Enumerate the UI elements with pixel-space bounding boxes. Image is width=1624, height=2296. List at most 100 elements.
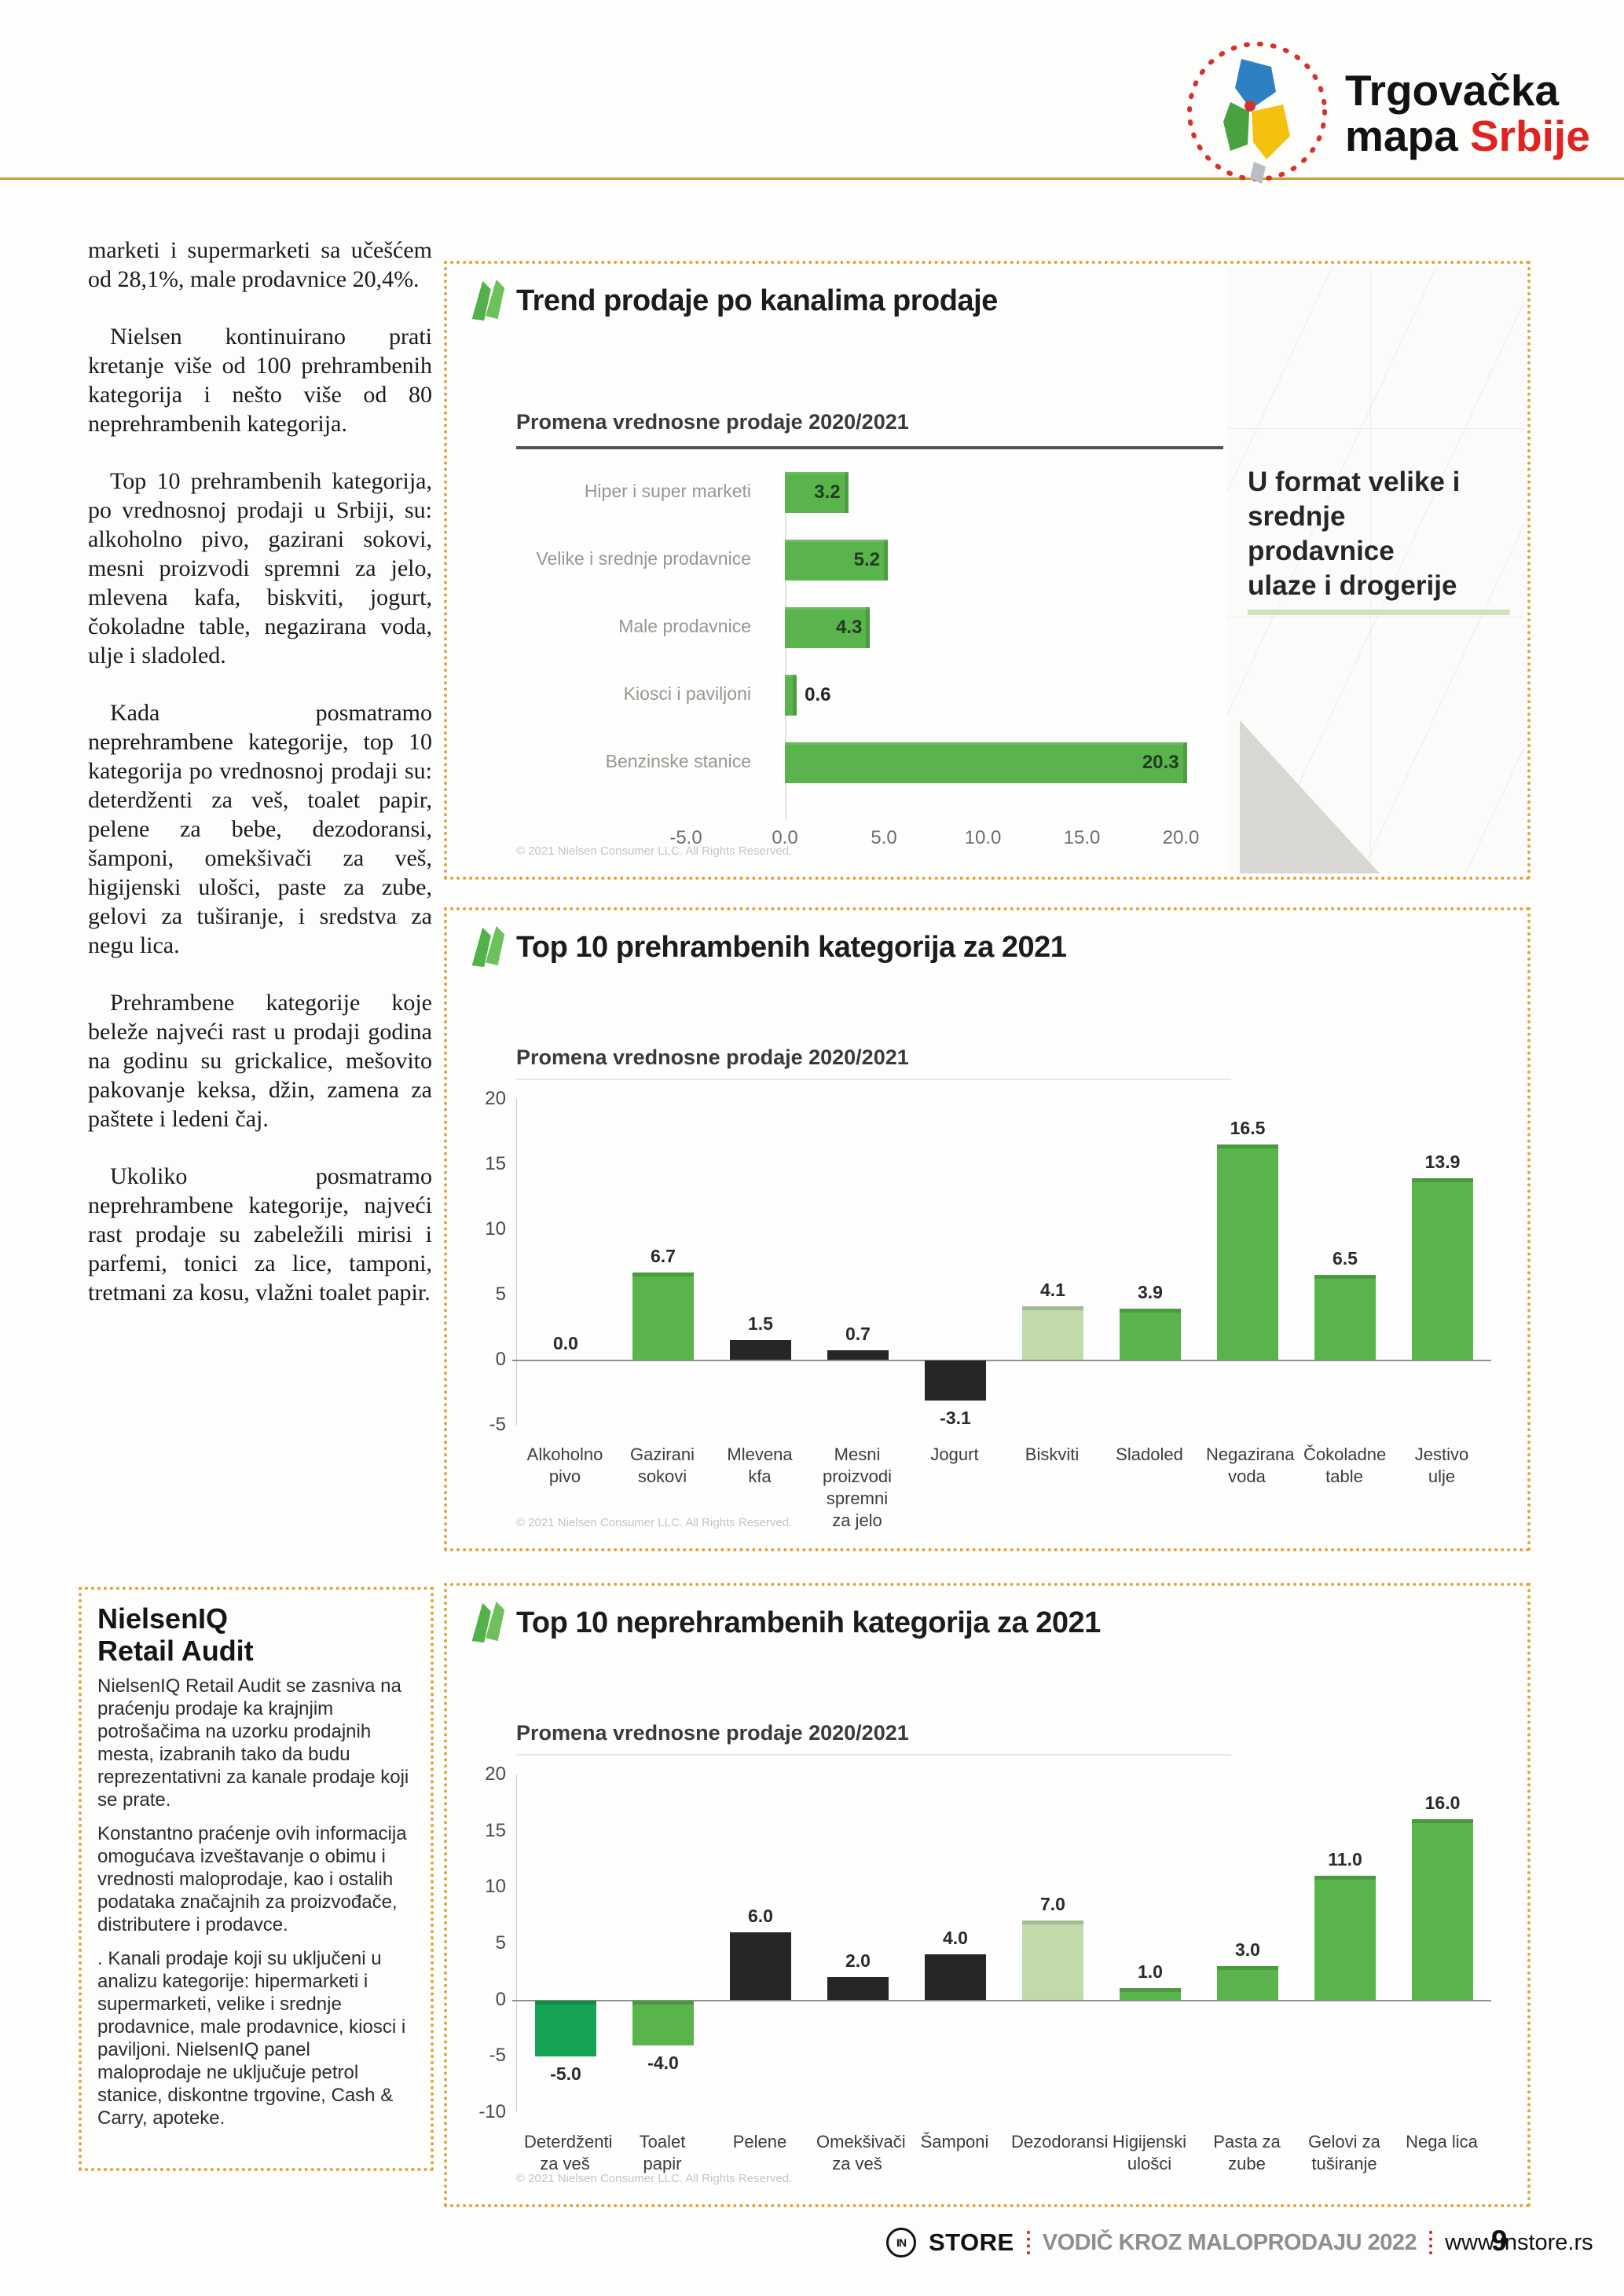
vbar <box>1022 1305 1083 1360</box>
vbar <box>632 2000 694 2045</box>
vbar-category-label: Omekšivači za veš <box>816 2132 906 2173</box>
niq-box-title: NielsenIQ Retail Audit <box>97 1602 415 1667</box>
callout-underline <box>1248 610 1510 615</box>
vbar-category-label: Dezodoransi <box>1011 2132 1109 2151</box>
zero-axis-line <box>512 1999 1491 2001</box>
vbar-value-label: 6.5 <box>1333 1248 1358 1269</box>
chart3-category-labels: Deterdženti za veš Toalet papir Pelene Omek… <box>516 2131 1490 2175</box>
serbia-map-icon <box>1223 59 1290 184</box>
chart3-source-note: © 2021 Nielsen Consumer LLC. All Rights … <box>516 2172 793 2185</box>
chart1-plot-area: Hiper i super marketi 3.2 Velike i srednje… <box>516 470 1223 862</box>
chart2-title: Top 10 prehrambenih kategorija za 2021 <box>516 931 1067 964</box>
chart-box-neprehrambene: Top 10 neprehrambenih kategorija za 2021… <box>444 1583 1531 2207</box>
niq-box-paragraph: Konstantno praćenje ovih informacija omo… <box>97 1823 407 1935</box>
vbar-value-label: 16.0 <box>1424 1792 1461 1814</box>
vbar <box>827 1350 889 1360</box>
x-axis-tick: 10.0 <box>964 827 1002 848</box>
vbar-category-label: Pasta za zube <box>1213 2132 1281 2173</box>
vbar-category-label: Šamponi <box>920 2132 989 2151</box>
article-column: marketi i supermarketi sa učešćem od 28,… <box>88 236 432 1335</box>
article-paragraph: marketi i supermarketi sa učešćem od 28,… <box>88 237 432 292</box>
hbar <box>785 742 1187 783</box>
y-axis-tick: 20 <box>485 1088 506 1109</box>
vbar-value-label: 0.7 <box>845 1324 871 1345</box>
chart2-plot-area: 20 15 10 5 0 -5 0.0 6.7 1.5 0.7 -3.1 4.1 3.9 16.5 6.5 1… <box>485 1088 1491 1435</box>
nielseniq-icon <box>471 279 505 321</box>
chart2-subtitle-rule <box>516 1078 1231 1080</box>
article-paragraph: Ukoliko posmatramo neprehrambene kategor… <box>88 1163 432 1305</box>
y-axis-tick: 5 <box>495 1283 506 1305</box>
chart2-subtitle: Promena vrednosne prodaje 2020/2021 <box>516 1045 909 1069</box>
nielseniq-retail-audit-box: NielsenIQ Retail Audit NielsenIQ Retail … <box>79 1587 434 2171</box>
x-axis-tick: -5.0 <box>669 827 702 848</box>
vbar-value-label: 4.1 <box>1040 1279 1065 1300</box>
vbar-value-label: 0.0 <box>553 1333 578 1353</box>
callout-line: srednje <box>1248 501 1346 532</box>
zero-axis-line <box>512 1360 1491 1361</box>
logo-line2-black: mapa <box>1345 112 1470 160</box>
niq-box-title-line1: NielsenIQ <box>97 1602 229 1635</box>
nielseniq-icon <box>471 925 505 968</box>
vbar-category-label: Jogurt <box>930 1445 979 1464</box>
hbar-category-label: Kiosci i paviljoni <box>623 683 751 704</box>
hbar-value-label: 5.2 <box>853 549 881 570</box>
x-axis-tick: 5.0 <box>871 827 897 848</box>
hbar <box>785 675 797 716</box>
vbar-category-label: Deterdženti za veš <box>524 2132 613 2173</box>
chart1-subtitle: Promena vrednosne prodaje 2020/2021 <box>516 410 909 434</box>
vbar-category-label: Mesni proizvodi spremni za jelo <box>822 1445 893 1530</box>
vbar-value-label: 6.7 <box>651 1245 676 1266</box>
article-paragraph: Nielsen kontinuirano prati kretanje više… <box>88 324 432 437</box>
chart2-category-labels: Alkoholno pivo Gazirani sokovi Mlevena kfa… <box>516 1444 1490 1532</box>
y-axis-tick: 10 <box>485 1876 506 1898</box>
footer-website: www.instore.rs <box>1445 2229 1593 2255</box>
hbar <box>785 607 871 648</box>
vbar-value-label: -5.0 <box>550 2063 581 2085</box>
y-axis-tick: 15 <box>485 1153 506 1174</box>
x-axis-tick: 20.0 <box>1162 827 1200 848</box>
chart1-source-note: © 2021 Nielsen Consumer LLC. All Rights … <box>516 844 793 858</box>
vbar <box>1120 1988 1181 2000</box>
chart3-subtitle: Promena vrednosne prodaje 2020/2021 <box>516 1721 909 1745</box>
hbar-category-label: Hiper i super marketi <box>584 481 751 501</box>
vbar-category-label: Gelovi za tuširanje <box>1308 2132 1380 2173</box>
chart3-title: Top 10 neprehrambenih kategorija za 2021 <box>516 1606 1101 1639</box>
vbar-value-label: 11.0 <box>1328 1849 1362 1869</box>
footer-separator <box>1026 2231 1030 2254</box>
panel-gridline <box>1370 267 1371 873</box>
hbar <box>785 540 889 580</box>
y-axis-tick: 5 <box>495 1932 506 1954</box>
logo-line2-red: Srbije <box>1470 112 1590 160</box>
hbar-value-label: 20.3 <box>1142 752 1179 773</box>
niq-box-title-line2: Retail Audit <box>97 1635 254 1667</box>
gray-triangle-decoration <box>1240 720 1380 873</box>
vbar-category-label: Čokoladne table <box>1303 1445 1387 1486</box>
vbar <box>1217 1144 1278 1360</box>
y-axis-tick: 0 <box>495 1349 506 1370</box>
vbar <box>1022 1921 1083 2000</box>
callout-line: U format velike i <box>1248 467 1461 497</box>
vbar-category-label: Gazirani sokovi <box>630 1445 695 1486</box>
hbar-category-label: Male prodavnice <box>618 616 751 636</box>
vbar-value-label: 1.5 <box>748 1313 773 1335</box>
vbar <box>632 1272 694 1360</box>
vbar <box>1120 1309 1181 1360</box>
hbar-value-label: 0.6 <box>805 684 831 705</box>
vbar-category-label: Pelene <box>732 2132 787 2151</box>
page-number: 9 <box>1491 2225 1508 2257</box>
vbar <box>730 1340 791 1360</box>
chart-box-prehrambene: Top 10 prehrambenih kategorija za 2021 P… <box>444 907 1531 1551</box>
vbar-category-label: Alkoholno pivo <box>526 1445 603 1486</box>
vbar-value-label: 3.0 <box>1235 1939 1260 1960</box>
y-axis-tick: 0 <box>495 1988 506 2010</box>
vbar-value-label: 3.9 <box>1138 1282 1163 1303</box>
niq-box-paragraph: . Kanali prodaje koji su uključeni u ana… <box>97 1948 406 2129</box>
vbar <box>535 2000 596 2057</box>
vbar <box>925 1360 986 1401</box>
chart-box-trend-prodaje: Trend prodaje po kanalima prodaje Promen… <box>444 261 1531 880</box>
hbar-category-label: Velike i srednje prodavnice <box>536 548 751 569</box>
chart3-subtitle-rule <box>516 1754 1231 1756</box>
vbar-value-label: -3.1 <box>940 1408 971 1429</box>
vbar-value-label: 7.0 <box>1040 1894 1065 1915</box>
